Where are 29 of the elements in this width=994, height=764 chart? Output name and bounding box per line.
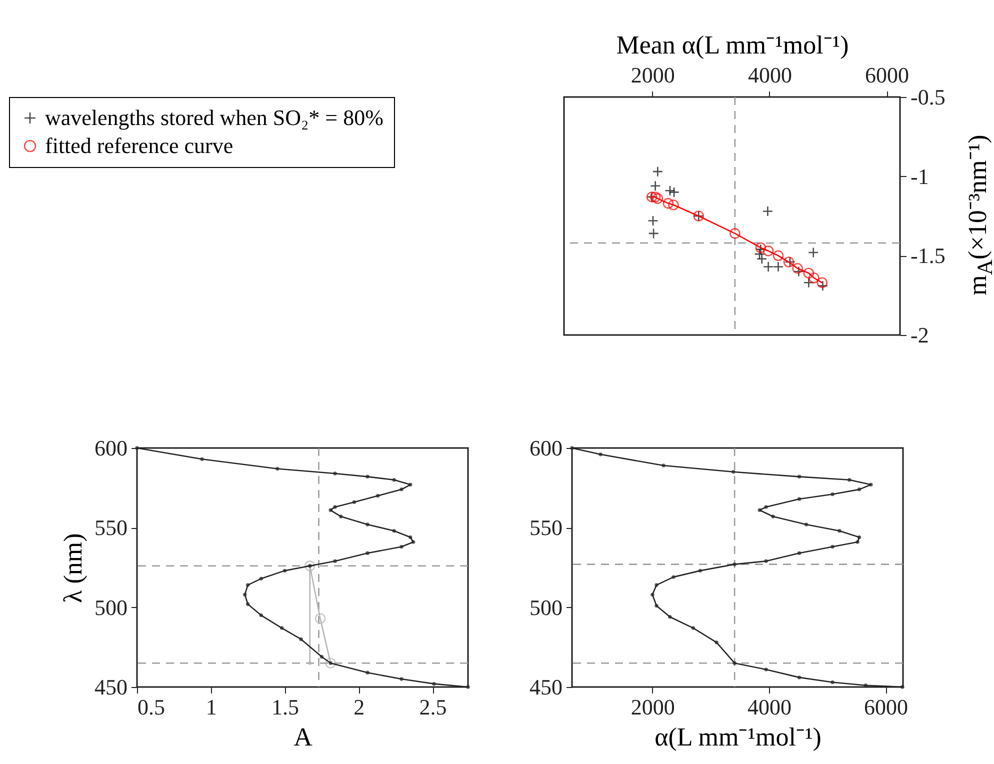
x-tick-label: 6000 bbox=[865, 62, 910, 88]
y-tick-label: 600 bbox=[530, 436, 562, 460]
x-tick-label: 1.5 bbox=[272, 694, 300, 720]
y-tick-label: -0.5 bbox=[910, 84, 946, 110]
x-tick-label: 2000 bbox=[630, 694, 675, 720]
legend-label: wavelengths stored when SO₂* = 80% bbox=[45, 105, 384, 130]
y-tick-label: 450 bbox=[530, 674, 562, 700]
y-tick-label: 500 bbox=[530, 594, 562, 620]
y-tick-label: 550 bbox=[530, 515, 562, 540]
x-tick-label: 4000 bbox=[748, 62, 792, 88]
legend-label: fitted reference curve bbox=[45, 133, 234, 158]
y-tick-label: 500 bbox=[94, 594, 128, 620]
x-tick-label: 0.5 bbox=[138, 694, 165, 720]
y-tick-label: -2 bbox=[910, 322, 929, 348]
y-tick-label: 450 bbox=[94, 674, 128, 700]
y-axis-title: λ (nm) bbox=[58, 533, 88, 603]
x-axis-title: A bbox=[294, 722, 313, 752]
y-tick-label: -1.5 bbox=[910, 243, 946, 268]
y-tick-label: 550 bbox=[94, 515, 128, 540]
y-tick-label: -1 bbox=[910, 164, 929, 189]
x-tick-label: 2000 bbox=[630, 62, 675, 88]
x-tick-label: 4000 bbox=[747, 694, 792, 720]
x-tick-label: 2 bbox=[354, 694, 365, 720]
x-tick-label: 6000 bbox=[864, 694, 908, 720]
y-tick-label: 600 bbox=[94, 436, 128, 460]
x-tick-label: 1 bbox=[206, 694, 217, 720]
x-axis-title: Mean α(L mm⁻¹mol⁻¹) bbox=[616, 30, 849, 60]
x-tick-label: 2.5 bbox=[419, 694, 447, 720]
x-axis-title: α(L mm⁻¹mol⁻¹) bbox=[654, 722, 822, 752]
